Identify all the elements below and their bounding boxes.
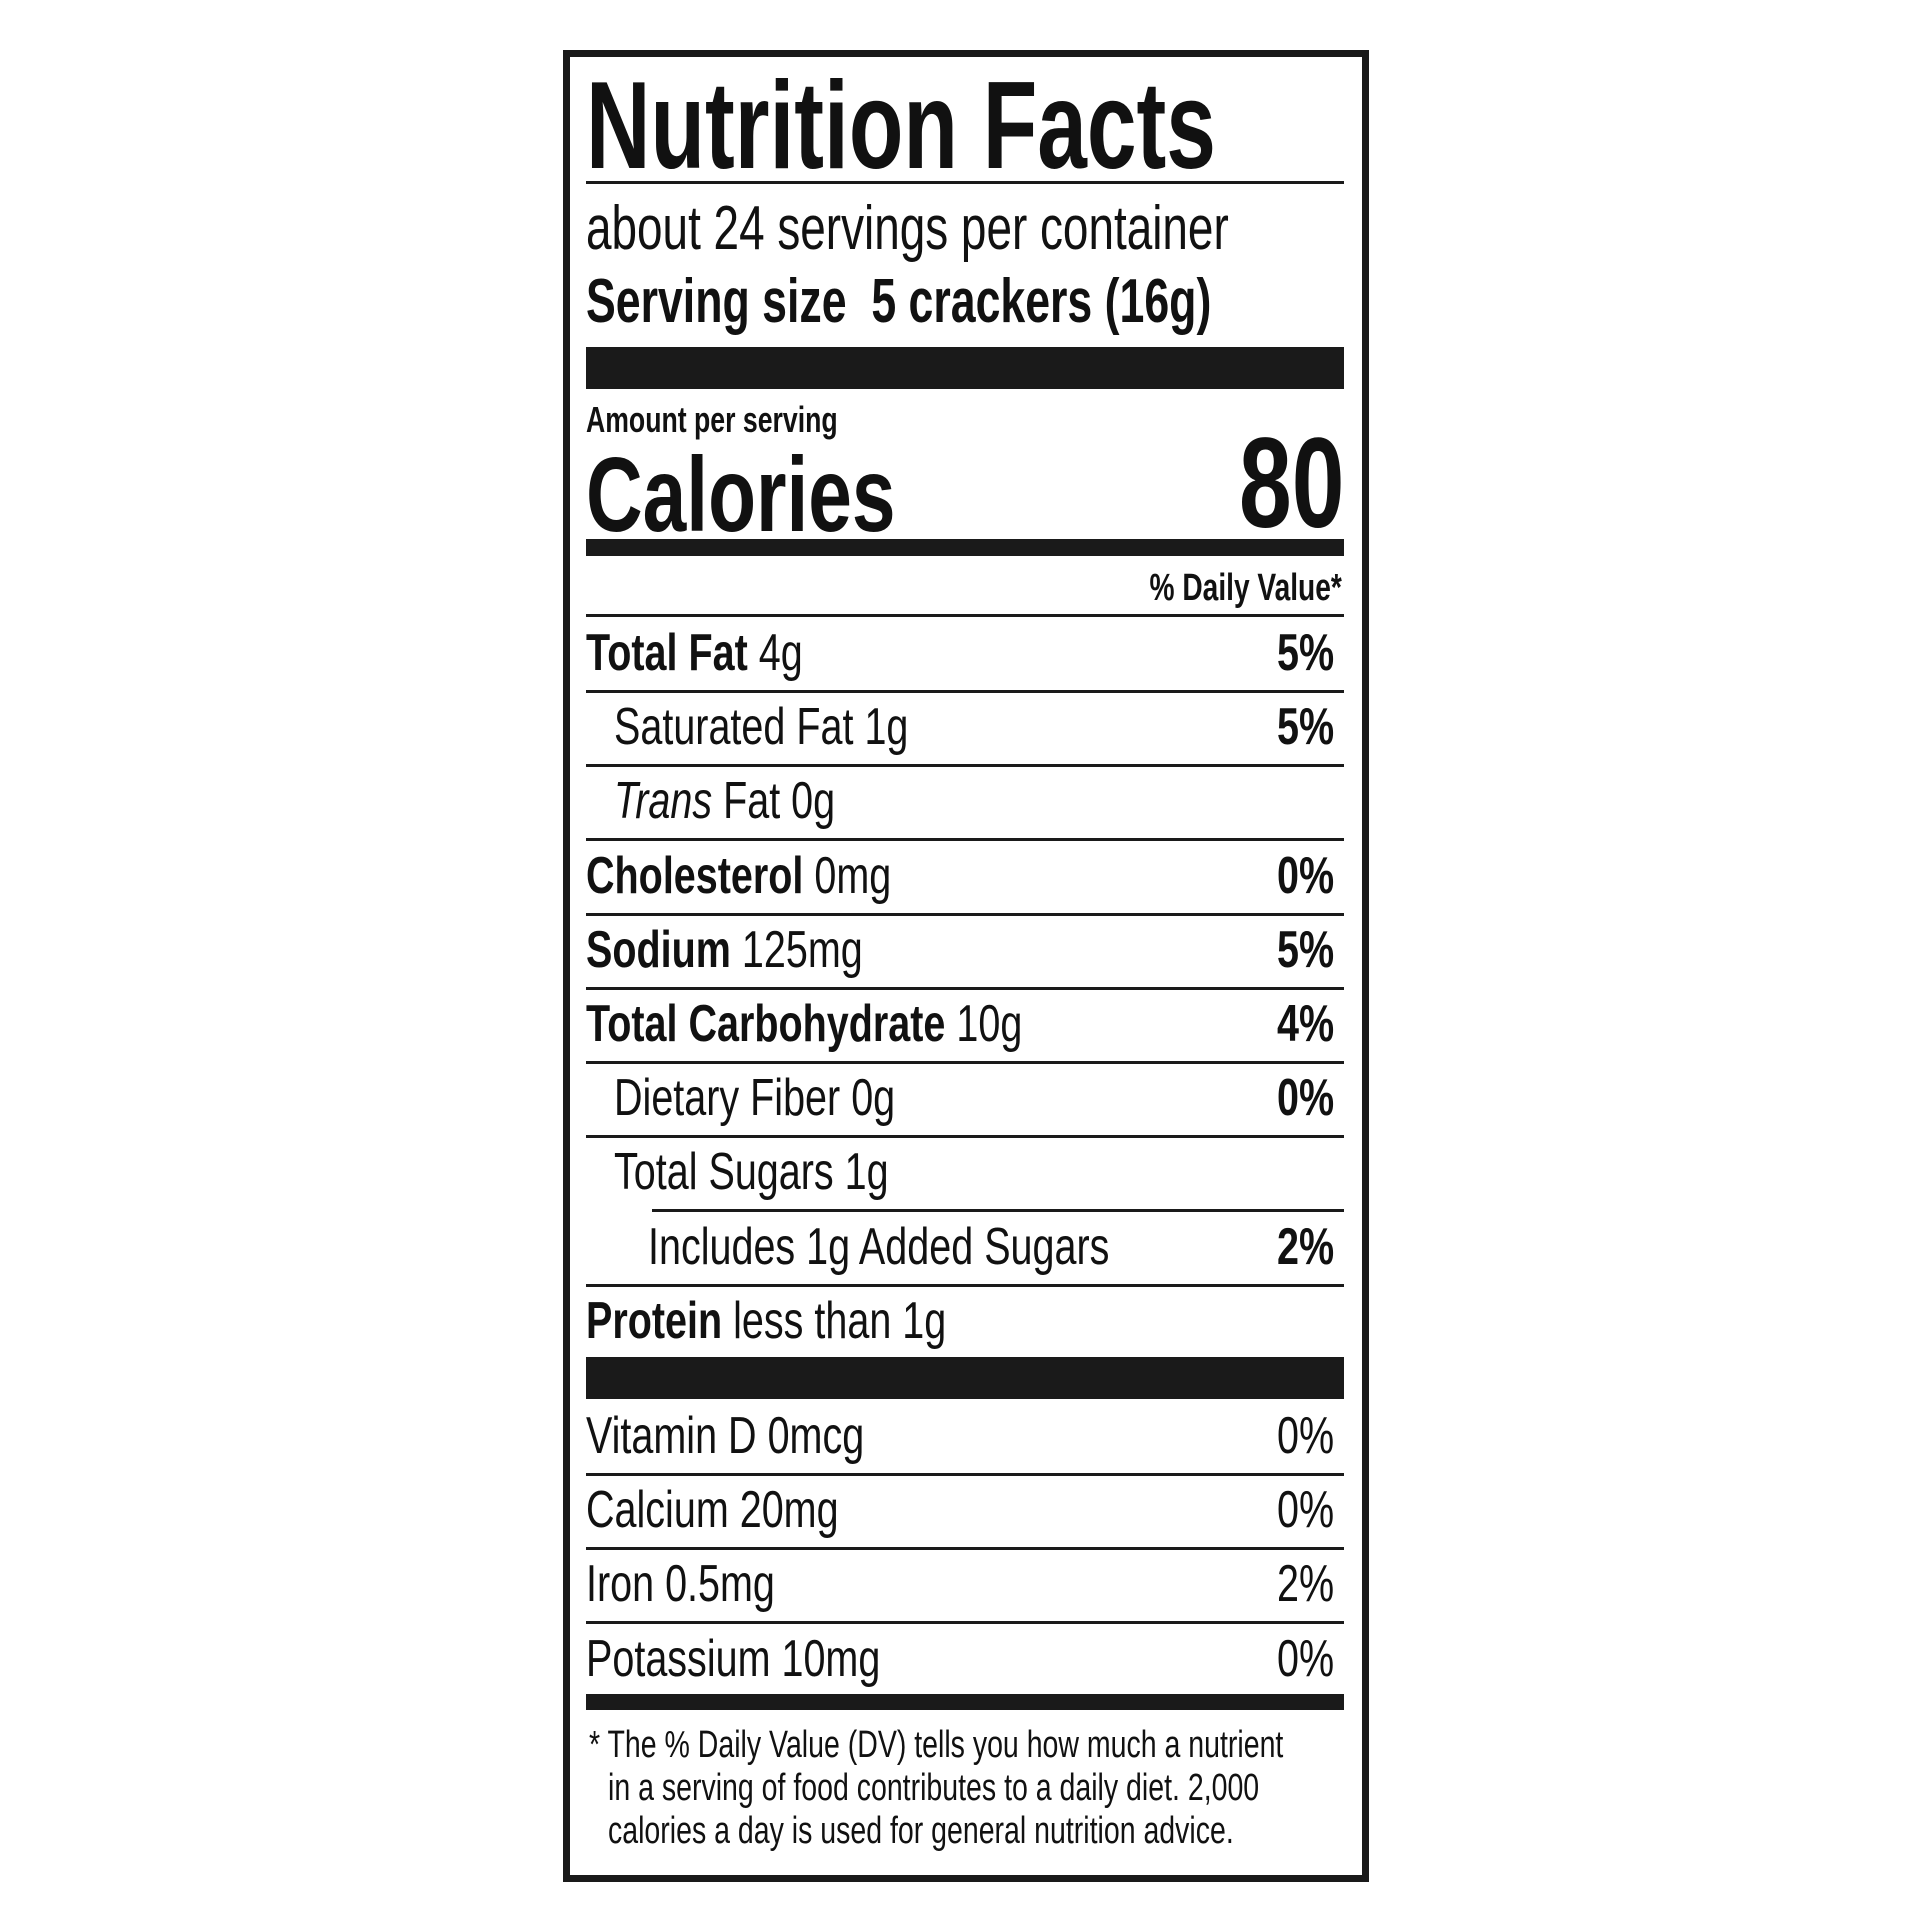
- footnote-line: in a serving of food contributes to a da…: [608, 1767, 1260, 1809]
- vitamin-name: Vitamin D 0mcg: [586, 1407, 865, 1465]
- divider: [586, 1621, 1344, 1625]
- divider: [586, 912, 1344, 916]
- nutrition-label-border: [563, 50, 1369, 1882]
- nutrient-daily-value: 4%: [1276, 995, 1334, 1053]
- nutrient-name: Includes 1g Added Sugars: [648, 1217, 1110, 1276]
- serving-size-value: 5 crackers (16g): [871, 267, 1212, 336]
- footnote-line: calories a day is used for general nutri…: [608, 1810, 1234, 1852]
- calories-value: 80: [1238, 412, 1344, 555]
- vitamin-daily-value: 2%: [1276, 1555, 1334, 1614]
- divider: [586, 614, 1344, 617]
- vitamin-name: Potassium 10mg: [586, 1629, 881, 1688]
- divider: [586, 838, 1344, 842]
- nutrient-row: Sodium 125mg: [586, 924, 863, 976]
- nutrient-name: Total Carbohydrate: [586, 995, 946, 1053]
- nutrient-name: Sodium: [586, 920, 731, 979]
- nutrient-amount: less than 1g: [733, 1291, 947, 1350]
- serving-size-label: Serving size: [586, 267, 847, 336]
- nutrient-name: Dietary Fiber: [614, 1069, 841, 1128]
- thick-divider: [586, 347, 1344, 389]
- nutrient-amount: 125mg: [741, 920, 863, 979]
- nutrient-daily-value: 2%: [1276, 1217, 1334, 1276]
- nutrient-daily-value: 5%: [1276, 624, 1334, 682]
- divider: [586, 1547, 1344, 1551]
- nutrient-daily-value: 5%: [1276, 920, 1334, 979]
- nutrient-amount: 1g: [844, 1143, 889, 1202]
- medium-divider: [586, 1694, 1344, 1710]
- serving-size: Serving size 5 crackers (16g): [586, 271, 1211, 333]
- amount-per-serving: Amount per serving: [586, 399, 838, 440]
- nutrient-name: Cholesterol: [586, 846, 804, 905]
- divider: [586, 986, 1344, 990]
- vitamin-daily-value: 0%: [1276, 1629, 1334, 1688]
- nutrient-row: Saturated Fat 1g: [614, 701, 908, 753]
- vitamin-name: Iron 0.5mg: [586, 1555, 775, 1614]
- nutrient-row: Total Sugars 1g: [614, 1146, 889, 1198]
- divider: [652, 1209, 1344, 1213]
- nutrient-name: Total Fat: [586, 624, 748, 682]
- vitamin-name: Calcium 20mg: [586, 1481, 839, 1540]
- nutrient-row: Total Fat 4g: [586, 627, 803, 679]
- nutrient-name: Protein: [586, 1291, 723, 1350]
- nutrient-amount: 10g: [956, 995, 1023, 1053]
- thick-divider: [586, 1357, 1344, 1399]
- nutrient-row: Includes 1g Added Sugars: [648, 1221, 1109, 1273]
- divider: [586, 690, 1344, 693]
- nutrient-amount: 1g: [864, 698, 909, 757]
- vitamin-daily-value: 0%: [1276, 1481, 1334, 1540]
- nutrient-amount: 4g: [758, 624, 803, 682]
- nutrient-row: Cholesterol 0mg: [586, 850, 891, 902]
- nutrient-amount: 0mg: [814, 846, 892, 905]
- nutrient-daily-value: 0%: [1276, 846, 1334, 905]
- divider: [586, 1473, 1344, 1476]
- nutrient-amount: 0g: [851, 1069, 896, 1128]
- nutrient-name: Saturated Fat: [614, 698, 854, 757]
- nutrient-row: Protein less than 1g: [586, 1295, 946, 1347]
- nutrient-daily-value: 5%: [1276, 698, 1334, 757]
- label-title: Nutrition Facts: [586, 57, 1216, 195]
- divider: [586, 1135, 1344, 1139]
- nutrient-row: Dietary Fiber 0g: [614, 1072, 895, 1124]
- vitamin-daily-value: 0%: [1276, 1407, 1334, 1465]
- nutrient-row: Total Carbohydrate 10g: [586, 998, 1022, 1050]
- nutrient-name: Total Sugars: [614, 1143, 834, 1202]
- medium-divider: [586, 539, 1344, 556]
- nutrient-row: Trans Fat 0g: [614, 775, 835, 827]
- daily-value-header: % Daily Value*: [1149, 567, 1342, 609]
- nutrient-name-italic: Trans: [614, 772, 713, 831]
- divider: [586, 181, 1344, 184]
- calories-label: Calories: [586, 436, 896, 554]
- divider: [586, 1283, 1344, 1287]
- divider: [586, 1061, 1344, 1064]
- nutrient-daily-value: 0%: [1276, 1069, 1334, 1128]
- nutrient-amount: 0g: [791, 772, 836, 831]
- footnote-line: * The % Daily Value (DV) tells you how m…: [589, 1724, 1284, 1766]
- servings-per-container: about 24 servings per container: [586, 194, 1229, 263]
- divider: [586, 764, 1344, 768]
- nutrient-name-suffix: Fat: [723, 772, 781, 831]
